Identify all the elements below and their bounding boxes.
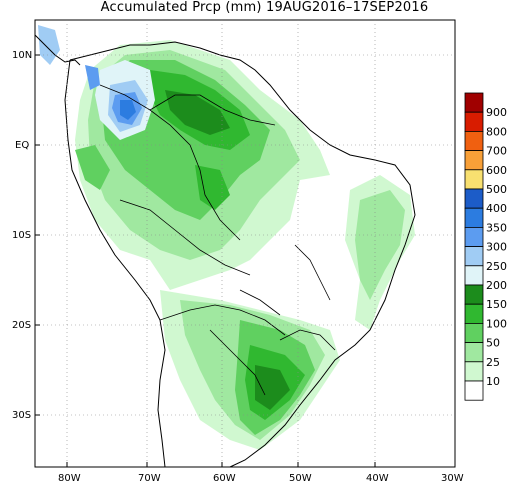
- precip-region-150: [165, 90, 230, 135]
- lat-label-10n: 10N: [12, 50, 32, 61]
- colorbar-swatch: [464, 380, 484, 401]
- colorbar-label: 350: [486, 221, 507, 234]
- colorbar-swatch: [464, 169, 484, 190]
- colorbar-label: 150: [486, 298, 507, 311]
- colorbar-swatch: [464, 284, 484, 305]
- colorbar-label: 200: [486, 279, 507, 292]
- lat-label-eq: EQ: [15, 140, 29, 151]
- lon-label-80w: 80W: [58, 473, 81, 484]
- colorbar-swatch: [464, 322, 484, 343]
- central-america-coastline: [34, 34, 81, 66]
- colorbar-label: 25: [486, 356, 500, 369]
- colorbar-label: 900: [486, 106, 507, 119]
- colorbar-swatch: [464, 130, 484, 151]
- precip-region-150-south: [255, 365, 290, 410]
- colorbar-swatch: [464, 361, 484, 382]
- lat-label-20s: 20S: [12, 320, 31, 331]
- colorbar-label: 700: [486, 145, 507, 158]
- colorbar-label: 250: [486, 260, 507, 273]
- colorbar-label: 600: [486, 164, 507, 177]
- lon-label-50w: 50W: [289, 473, 312, 484]
- colorbar-swatch: [464, 246, 484, 267]
- colorbar-swatch: [464, 207, 484, 228]
- graticule: [35, 20, 455, 467]
- colorbar-label: 50: [486, 337, 500, 350]
- precip-region-400: [120, 100, 136, 120]
- colorbar-swatch: [464, 150, 484, 171]
- precip-region-coastal-b: [85, 65, 100, 90]
- colorbar-swatch: [464, 226, 484, 247]
- colorbar-swatch: [464, 92, 484, 113]
- precip-region-50-west: [75, 145, 110, 190]
- colorbar-swatch: [464, 111, 484, 132]
- colorbar-swatch: [464, 342, 484, 363]
- lon-label-60w: 60W: [213, 473, 236, 484]
- colorbar-swatch: [464, 265, 484, 286]
- colorbar-label: 300: [486, 241, 507, 254]
- colorbar: 900 800 700 600 500 400 350 300 250 200 150 100 50 25…: [464, 92, 507, 401]
- map-title: Accumulated Prcp (mm) 19AUG2016–17SEP201…: [100, 0, 429, 15]
- country-borders: [99, 84, 336, 396]
- colorbar-label: 100: [486, 317, 507, 330]
- lon-label-30w: 30W: [441, 473, 464, 484]
- colorbar-label: 800: [486, 125, 507, 138]
- lat-label-10s: 10S: [12, 230, 31, 241]
- lon-label-70w: 70W: [138, 473, 161, 484]
- lon-label-40w: 40W: [366, 473, 389, 484]
- colorbar-label: 500: [486, 183, 507, 196]
- precipitation-field: [38, 25, 415, 450]
- colorbar-swatch: [464, 303, 484, 324]
- precip-region-25-east: [355, 190, 405, 300]
- lat-label-30s: 30S: [12, 410, 31, 421]
- colorbar-label: 400: [486, 202, 507, 215]
- colorbar-swatch: [464, 188, 484, 209]
- precip-region-100-b: [195, 165, 230, 210]
- ticks: [35, 54, 456, 467]
- colorbar-label: 10: [486, 375, 500, 388]
